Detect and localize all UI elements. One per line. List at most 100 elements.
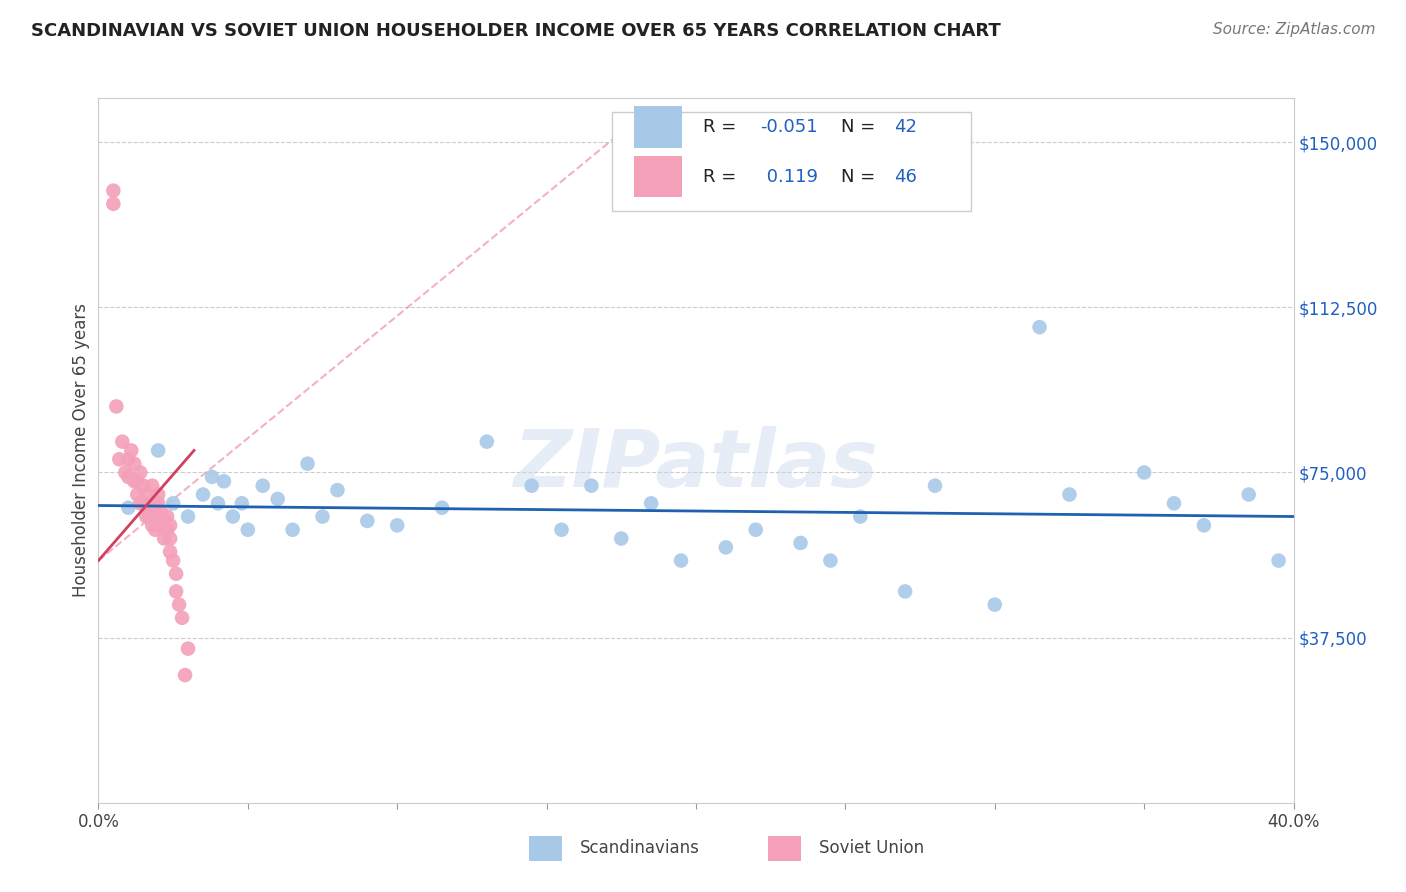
Point bbox=[153, 532, 176, 546]
Point bbox=[156, 509, 179, 524]
Point bbox=[159, 518, 181, 533]
Point bbox=[177, 641, 200, 656]
Point bbox=[103, 184, 125, 198]
Text: 42: 42 bbox=[894, 119, 917, 136]
Point bbox=[127, 487, 149, 501]
Text: 46: 46 bbox=[894, 168, 917, 186]
Text: Soviet Union: Soviet Union bbox=[820, 839, 924, 857]
Text: Source: ZipAtlas.com: Source: ZipAtlas.com bbox=[1212, 22, 1375, 37]
Point bbox=[222, 509, 245, 524]
Point bbox=[581, 478, 603, 492]
Point bbox=[108, 452, 131, 467]
Point bbox=[148, 509, 170, 524]
Point bbox=[640, 496, 662, 510]
Point bbox=[550, 523, 572, 537]
Text: N =: N = bbox=[841, 119, 880, 136]
Point bbox=[326, 483, 349, 497]
Point bbox=[714, 541, 737, 555]
Point bbox=[159, 545, 181, 559]
Point bbox=[124, 457, 146, 471]
Point bbox=[252, 478, 274, 492]
Point bbox=[207, 496, 229, 510]
Point bbox=[120, 443, 142, 458]
Point bbox=[167, 598, 190, 612]
Text: ZIPatlas: ZIPatlas bbox=[513, 425, 879, 504]
Point bbox=[520, 478, 543, 492]
Point bbox=[267, 491, 290, 506]
Point bbox=[191, 487, 214, 501]
Point bbox=[129, 496, 152, 510]
Point bbox=[610, 532, 633, 546]
Point bbox=[129, 466, 152, 480]
Point bbox=[124, 475, 146, 489]
Point bbox=[150, 518, 173, 533]
Point bbox=[135, 487, 157, 501]
Point bbox=[1237, 487, 1260, 501]
Point bbox=[212, 475, 235, 489]
Point bbox=[138, 509, 160, 524]
Text: Scandinavians: Scandinavians bbox=[581, 839, 700, 857]
Point bbox=[172, 611, 194, 625]
Point bbox=[1163, 496, 1185, 510]
Point bbox=[165, 584, 187, 599]
Point bbox=[148, 443, 170, 458]
Point bbox=[141, 478, 163, 492]
Point bbox=[745, 523, 768, 537]
Point bbox=[132, 496, 155, 510]
Point bbox=[1133, 466, 1156, 480]
Point bbox=[156, 523, 179, 537]
Bar bbox=[613, 112, 972, 211]
Point bbox=[356, 514, 378, 528]
Bar bbox=[529, 836, 562, 861]
Bar bbox=[634, 156, 682, 197]
Text: R =: R = bbox=[703, 119, 742, 136]
Point bbox=[430, 500, 453, 515]
Point bbox=[141, 518, 163, 533]
Point bbox=[162, 496, 184, 510]
Point bbox=[127, 475, 149, 489]
Point bbox=[789, 536, 811, 550]
Point bbox=[162, 553, 184, 567]
Point bbox=[201, 470, 224, 484]
Y-axis label: Householder Income Over 65 years: Householder Income Over 65 years bbox=[72, 303, 90, 598]
Point bbox=[132, 478, 155, 492]
Point bbox=[165, 566, 187, 581]
Point bbox=[138, 500, 160, 515]
Point bbox=[114, 466, 136, 480]
Text: N =: N = bbox=[841, 168, 880, 186]
Point bbox=[103, 197, 125, 211]
Text: SCANDINAVIAN VS SOVIET UNION HOUSEHOLDER INCOME OVER 65 YEARS CORRELATION CHART: SCANDINAVIAN VS SOVIET UNION HOUSEHOLDER… bbox=[31, 22, 1001, 40]
Point bbox=[475, 434, 498, 449]
Point bbox=[177, 509, 200, 524]
Bar bbox=[768, 836, 801, 861]
Point bbox=[148, 487, 170, 501]
Point bbox=[143, 505, 166, 519]
Point bbox=[117, 470, 139, 484]
Point bbox=[281, 523, 304, 537]
Point bbox=[894, 584, 917, 599]
Bar bbox=[634, 106, 682, 148]
Point bbox=[669, 553, 692, 567]
Point bbox=[135, 509, 157, 524]
Point bbox=[236, 523, 259, 537]
Point bbox=[153, 514, 176, 528]
Point bbox=[148, 496, 170, 510]
Point bbox=[924, 478, 946, 492]
Point bbox=[159, 532, 181, 546]
Point bbox=[297, 457, 319, 471]
Point bbox=[984, 598, 1007, 612]
Point bbox=[105, 400, 128, 414]
Point bbox=[849, 509, 872, 524]
Point bbox=[143, 523, 166, 537]
Point bbox=[1192, 518, 1215, 533]
Point bbox=[311, 509, 333, 524]
Text: R =: R = bbox=[703, 168, 742, 186]
Point bbox=[1028, 320, 1050, 334]
Point bbox=[231, 496, 253, 510]
Point bbox=[174, 668, 197, 682]
Point bbox=[111, 434, 134, 449]
Text: 0.119: 0.119 bbox=[761, 168, 817, 186]
Point bbox=[150, 505, 173, 519]
Point bbox=[143, 496, 166, 510]
Point bbox=[1059, 487, 1081, 501]
